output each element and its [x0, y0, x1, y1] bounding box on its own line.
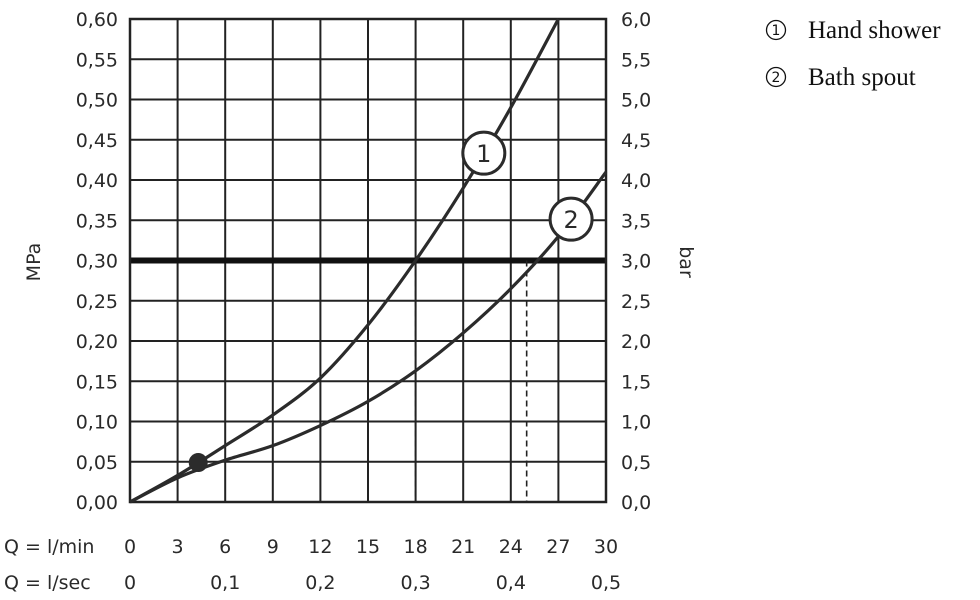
x-tick-label: 27 — [546, 536, 570, 558]
y-axis-title-left: MPa — [23, 243, 45, 282]
x-axis-secondary-unit-label: Q = l/sec — [4, 572, 91, 594]
legend-item-label: Bath spout — [808, 64, 916, 91]
y-tick-label-right: 2,5 — [621, 291, 651, 313]
y-tick-label-left: 0,50 — [76, 90, 118, 112]
y-tick-label-left: 0,40 — [76, 170, 118, 192]
x-tick-label: 0 — [124, 536, 136, 558]
y-tick-label-right: 2,0 — [621, 331, 651, 353]
series-marker-label-1: 1 — [476, 140, 491, 168]
series-lines: 12 — [129, 18, 608, 504]
y-tick-label-left: 0,25 — [76, 291, 118, 313]
series-marker-circle-1 — [461, 130, 507, 176]
legend: 1 Hand shower 2 Bath spout — [765, 17, 941, 91]
y-tick-label-right: 5,5 — [621, 49, 651, 71]
y-tick-label-left: 0,10 — [76, 412, 118, 434]
series-line-1 — [129, 18, 560, 504]
y-tick-label-left: 0,35 — [76, 210, 118, 232]
y-axis-title-right: bar — [675, 246, 697, 278]
y-tick-label-left: 0,00 — [76, 492, 118, 514]
y-tick-label-left: 0,20 — [76, 331, 118, 353]
legend-marker-circle — [765, 66, 787, 88]
legend-item-label: Hand shower — [808, 17, 941, 44]
legend-marker-circle — [765, 19, 787, 41]
plot-border — [128, 17, 608, 504]
x-tick-label: 9 — [267, 536, 279, 558]
y-tick-label-left: 0,60 — [76, 9, 118, 31]
tick-labels: 0,000,050,100,150,200,250,300,350,400,45… — [76, 9, 652, 594]
y-tick-label-left: 0,45 — [76, 130, 118, 152]
y-tick-label-right: 4,0 — [621, 170, 651, 192]
x-tick-label: 12 — [308, 536, 332, 558]
x-axis-unit-label: Q = l/min — [4, 536, 94, 558]
y-tick-label-left: 0,15 — [76, 371, 118, 393]
y-tick-label-right: 4,5 — [621, 130, 651, 152]
x-tick-label: 24 — [499, 536, 523, 558]
y-tick-label-right: 5,0 — [621, 90, 651, 112]
series-marker-circle-2 — [548, 196, 594, 242]
x-tick-label: 15 — [356, 536, 380, 558]
x-tick-label: 21 — [451, 536, 475, 558]
y-tick-label-right: 1,0 — [621, 412, 651, 434]
x-tick-label: 6 — [219, 536, 231, 558]
y-tick-label-left: 0,30 — [76, 251, 118, 273]
y-tick-label-right: 3,0 — [621, 251, 651, 273]
y-tick-label-right: 3,5 — [621, 210, 651, 232]
reference-lines — [130, 257, 606, 502]
y-tick-label-left: 0,55 — [76, 49, 118, 71]
x-tick-label: 30 — [594, 536, 618, 558]
series-line-2 — [129, 170, 608, 504]
x-secondary-tick-label: 0,5 — [591, 572, 621, 594]
legend-marker-label: 1 — [772, 23, 781, 39]
x-secondary-tick-label: 0,1 — [210, 572, 240, 594]
x-tick-label: 3 — [172, 536, 184, 558]
y-tick-label-right: 1,5 — [621, 371, 651, 393]
y-tick-label-right: 6,0 — [621, 9, 651, 31]
plot-frame — [128, 17, 608, 504]
x-tick-label: 18 — [404, 536, 428, 558]
x-secondary-tick-label: 0,2 — [305, 572, 335, 594]
x-secondary-tick-label: 0,4 — [496, 572, 526, 594]
y-tick-label-right: 0,0 — [621, 492, 651, 514]
x-secondary-tick-label: 0 — [124, 572, 136, 594]
start-point-dot — [188, 453, 208, 473]
x-secondary-tick-label: 0,3 — [400, 572, 430, 594]
y-tick-label-left: 0,05 — [76, 452, 118, 474]
y-tick-label-right: 0,5 — [621, 452, 651, 474]
series-marker-label-2: 2 — [563, 206, 578, 234]
legend-marker-label: 2 — [772, 70, 781, 86]
